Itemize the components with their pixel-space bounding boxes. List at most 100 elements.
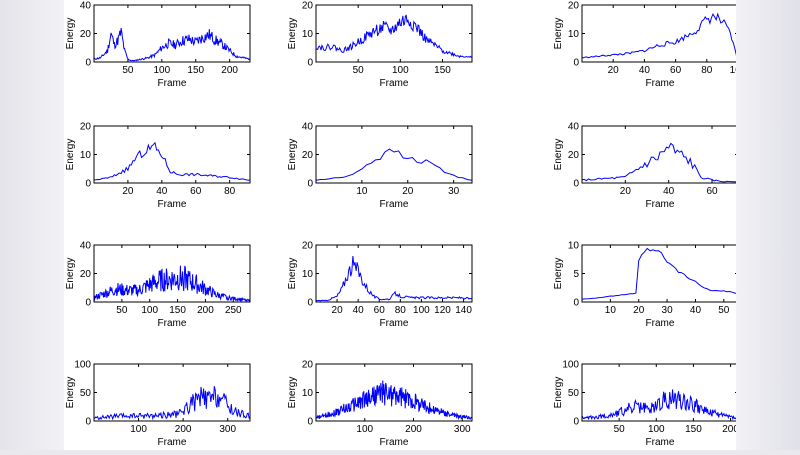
x-tick-label: 150 xyxy=(169,305,186,316)
x-tick-label: 100 xyxy=(392,65,409,76)
x-tick-label: 100 xyxy=(130,424,147,435)
y-tick-label: 20 xyxy=(302,241,314,252)
x-tick-label: 30 xyxy=(662,305,674,316)
energy-series-line xyxy=(315,14,472,59)
x-axis-label: Frame xyxy=(380,318,409,329)
x-tick-label: 20 xyxy=(608,65,620,76)
y-axis-label: Energy xyxy=(553,377,564,409)
y-tick-label: 10 xyxy=(302,388,314,399)
x-tick-label: 200 xyxy=(405,424,422,435)
y-tick-label: 10 xyxy=(302,269,314,280)
x-axis-label: Frame xyxy=(380,437,409,448)
axes-box xyxy=(93,4,251,63)
x-tick-label: 40 xyxy=(156,186,168,197)
x-tick-label: 100 xyxy=(413,305,430,316)
subplot-10: 100 200 300 0 50 100 Frame Energy xyxy=(65,360,251,448)
y-axis-label: Energy xyxy=(65,258,76,290)
subplot-2: 50 100 150 0 10 20 Frame Energy xyxy=(287,1,473,89)
x-tick-label: 100 xyxy=(730,65,736,76)
y-tick-label: 10 xyxy=(80,150,92,161)
y-tick-label: 50 xyxy=(80,388,92,399)
subplot-9: 10 20 30 40 50 0 5 10 Frame Energy xyxy=(553,241,739,329)
x-tick-label: 150 xyxy=(187,65,204,76)
y-tick-label: 0 xyxy=(573,298,579,309)
x-tick-label: 200 xyxy=(722,424,736,435)
y-axis-label: Energy xyxy=(65,139,76,171)
energy-series-line xyxy=(93,28,251,62)
x-tick-label: 140 xyxy=(455,305,472,316)
y-tick-label: 0 xyxy=(573,58,579,69)
x-tick-label: 50 xyxy=(718,305,730,316)
subplot-3: 20 40 60 80 100 0 10 20 Frame Energy xyxy=(553,1,747,90)
y-tick-label: 20 xyxy=(80,269,92,280)
x-tick-label: 150 xyxy=(434,65,451,76)
energy-series-line xyxy=(315,148,473,181)
x-tick-label: 80 xyxy=(701,65,713,76)
x-tick-label: 300 xyxy=(219,424,236,435)
x-tick-label: 150 xyxy=(685,424,702,435)
x-tick-label: 60 xyxy=(374,305,386,316)
x-axis-label: Frame xyxy=(158,78,187,89)
energy-series-line xyxy=(315,255,473,302)
energy-series-line xyxy=(581,142,738,183)
y-tick-label: 50 xyxy=(568,388,580,399)
subplot-7: 50 100 150 200 250 0 20 40 Frame Energy xyxy=(65,241,251,329)
y-tick-label: 0 xyxy=(85,179,91,190)
x-tick-label: 40 xyxy=(353,305,365,316)
axes-box xyxy=(315,125,473,184)
x-axis-label: Frame xyxy=(646,318,675,329)
energy-series-line xyxy=(93,386,251,421)
y-tick-label: 20 xyxy=(568,150,580,161)
subplot-6: 20 40 60 0 20 40 Frame Energy xyxy=(553,122,739,210)
y-tick-label: 20 xyxy=(80,122,92,133)
x-tick-label: 10 xyxy=(356,186,368,197)
x-tick-label: 200 xyxy=(221,65,238,76)
y-tick-label: 40 xyxy=(302,122,314,133)
y-tick-label: 10 xyxy=(302,29,314,40)
figure-panel: 50 100 150 200 0 20 40 Frame Energy 50 100 150 0 10 20… xyxy=(64,0,747,450)
y-axis-label: Energy xyxy=(287,377,298,409)
y-tick-label: 0 xyxy=(85,58,91,69)
x-axis-label: Frame xyxy=(158,199,187,210)
x-tick-label: 40 xyxy=(690,305,702,316)
x-tick-label: 200 xyxy=(175,424,192,435)
x-tick-label: 100 xyxy=(153,65,170,76)
y-tick-label: 20 xyxy=(302,1,314,12)
x-tick-label: 60 xyxy=(670,65,682,76)
subplot-5: 10 20 30 0 20 40 Frame Energy xyxy=(287,122,473,210)
x-tick-label: 100 xyxy=(648,424,665,435)
x-tick-label: 20 xyxy=(633,305,645,316)
y-tick-label: 40 xyxy=(80,1,92,12)
y-axis-label: Energy xyxy=(287,258,298,290)
y-tick-label: 5 xyxy=(573,269,579,280)
x-tick-label: 250 xyxy=(225,305,242,316)
y-tick-label: 40 xyxy=(568,122,580,133)
x-tick-label: 60 xyxy=(190,186,202,197)
y-tick-label: 0 xyxy=(307,298,313,309)
subplot-11: 100 200 300 0 10 20 Frame Energy xyxy=(287,360,473,448)
y-axis-label: Energy xyxy=(553,18,564,50)
background-left xyxy=(0,0,64,450)
axes-box xyxy=(315,4,473,63)
x-tick-label: 100 xyxy=(356,424,373,435)
x-tick-label: 50 xyxy=(122,65,134,76)
subplot-8: 20 40 60 80 100 120 140 0 10 20 Frame Energy xyxy=(287,241,473,329)
y-tick-label: 100 xyxy=(562,360,579,371)
x-tick-label: 40 xyxy=(639,65,651,76)
x-axis-label: Frame xyxy=(646,78,675,89)
energy-series-line xyxy=(581,12,739,61)
subplot-4: 20 40 60 80 0 10 20 Frame Energy xyxy=(65,122,251,210)
x-axis-label: Frame xyxy=(380,199,409,210)
y-tick-label: 0 xyxy=(307,58,313,69)
y-tick-label: 0 xyxy=(85,298,91,309)
x-tick-label: 20 xyxy=(402,186,414,197)
y-axis-label: Energy xyxy=(553,139,564,171)
x-tick-label: 20 xyxy=(122,186,134,197)
x-axis-label: Frame xyxy=(646,437,675,448)
x-axis-label: Frame xyxy=(646,199,675,210)
y-tick-label: 20 xyxy=(80,29,92,40)
background-right xyxy=(736,0,800,450)
y-tick-label: 20 xyxy=(302,360,314,371)
energy-series-line xyxy=(581,247,739,300)
x-tick-label: 80 xyxy=(395,305,407,316)
